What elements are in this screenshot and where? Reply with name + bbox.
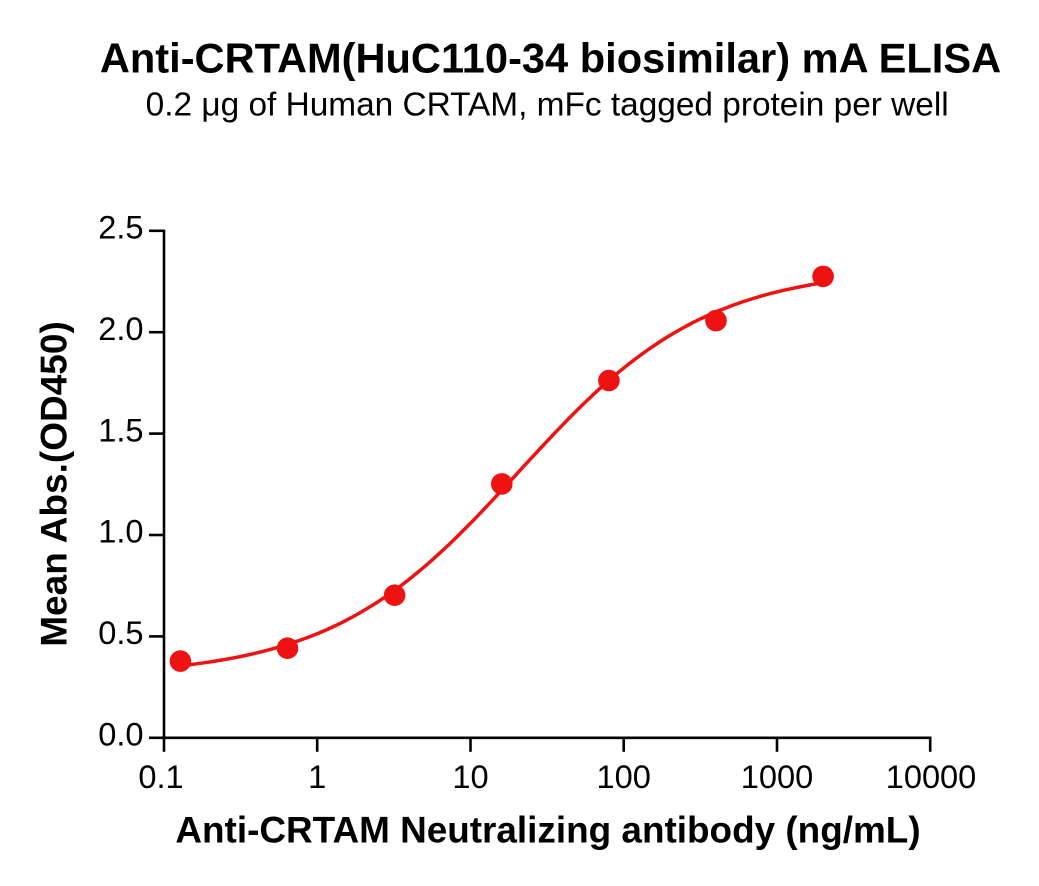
- svg-text:1.0: 1.0: [98, 513, 143, 550]
- svg-text:Anti-CRTAM(HuC110-34 biosimila: Anti-CRTAM(HuC110-34 biosimilar) mA ELIS…: [100, 35, 1001, 82]
- svg-text:1: 1: [308, 758, 326, 795]
- svg-text:0.0: 0.0: [98, 716, 143, 753]
- svg-text:Anti-CRTAM Neutralizing antibo: Anti-CRTAM Neutralizing antibody (ng/mL): [175, 810, 920, 851]
- svg-text:0.1: 0.1: [138, 758, 183, 795]
- svg-text:2.0: 2.0: [98, 310, 143, 347]
- svg-text:10: 10: [452, 758, 488, 795]
- svg-text:1000: 1000: [741, 758, 813, 795]
- svg-text:1.5: 1.5: [98, 411, 143, 448]
- svg-text:0.2 μg of Human CRTAM, mFc tag: 0.2 μg of Human CRTAM, mFc tagged protei…: [146, 87, 949, 124]
- svg-text:0.5: 0.5: [98, 614, 143, 651]
- svg-text:Mean Abs.(OD450): Mean Abs.(OD450): [34, 321, 75, 647]
- svg-text:10000: 10000: [886, 758, 977, 795]
- svg-text:100: 100: [597, 758, 651, 795]
- svg-text:2.5: 2.5: [98, 209, 143, 246]
